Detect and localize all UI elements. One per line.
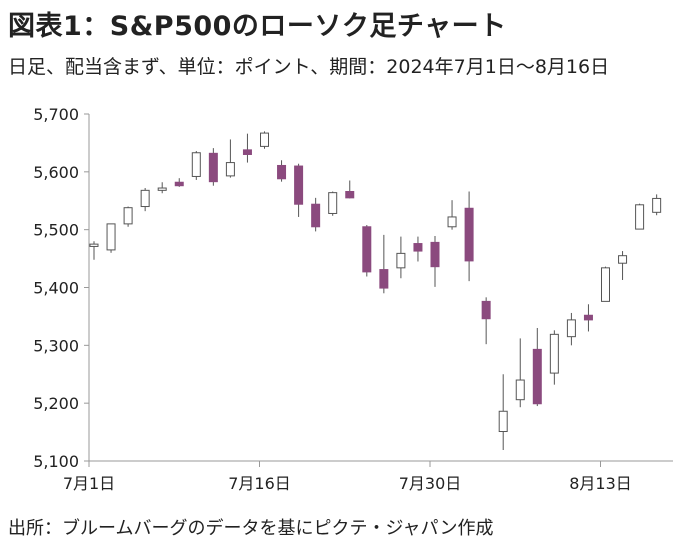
y-tick-label: 5,600 bbox=[33, 163, 79, 182]
y-tick-label: 5,500 bbox=[33, 221, 79, 240]
candle bbox=[242, 133, 252, 163]
candle bbox=[345, 180, 355, 199]
candle bbox=[464, 191, 474, 282]
candle-body-up bbox=[618, 255, 628, 264]
candle bbox=[89, 241, 99, 260]
y-tick-label: 5,300 bbox=[33, 336, 79, 355]
candle bbox=[652, 194, 662, 216]
candle-body-up bbox=[601, 267, 610, 302]
candle-body-down bbox=[532, 348, 542, 405]
candle bbox=[583, 304, 593, 332]
chart-title: 図表1：S&P500のローソク足チャート bbox=[8, 11, 507, 42]
candle bbox=[362, 225, 372, 277]
y-tick-label: 5,400 bbox=[33, 279, 79, 298]
candle-body-up bbox=[566, 319, 576, 338]
x-axis: 7月1日 7月16日 7月30日 8月13日 bbox=[63, 460, 673, 493]
candle-body-up bbox=[191, 152, 201, 177]
candle bbox=[601, 266, 610, 302]
candle-body-down bbox=[208, 152, 218, 183]
y-tick-label: 5,700 bbox=[33, 105, 79, 124]
y-tick-label: 5,200 bbox=[33, 394, 79, 413]
source-note: 出所：ブルームバーグのデータを基にピクテ・ジャパン作成 bbox=[8, 518, 494, 539]
candle bbox=[618, 251, 628, 280]
candle-body-up bbox=[89, 243, 99, 247]
candle-body-up bbox=[447, 216, 457, 228]
x-tick-label: 7月30日 bbox=[399, 474, 462, 493]
candle bbox=[260, 131, 269, 149]
candle-body-up bbox=[515, 379, 525, 401]
candle bbox=[635, 203, 645, 230]
candle-body-down bbox=[583, 314, 593, 321]
candle bbox=[549, 330, 559, 385]
candle-body-up bbox=[260, 132, 269, 147]
candle bbox=[328, 191, 338, 216]
candle bbox=[430, 236, 440, 287]
candle-body-down bbox=[481, 300, 491, 320]
candle bbox=[140, 188, 150, 212]
candle-body-up bbox=[498, 410, 508, 433]
candle-body-down bbox=[430, 241, 440, 268]
candle-body-up bbox=[106, 223, 116, 251]
candle-body-up bbox=[328, 192, 338, 214]
candle bbox=[447, 200, 457, 230]
candle bbox=[123, 206, 133, 227]
candle-body-down bbox=[345, 190, 355, 199]
candle-body-up bbox=[396, 252, 406, 269]
candle-body-down bbox=[464, 207, 474, 262]
candle bbox=[106, 223, 116, 253]
candle bbox=[174, 178, 184, 187]
candle-body-up bbox=[635, 204, 645, 230]
y-axis: 5,100 5,200 5,300 5,400 5,500 5,600 5,700 bbox=[33, 105, 90, 471]
candle bbox=[481, 297, 491, 345]
x-tick-label: 8月13日 bbox=[569, 474, 632, 493]
candle bbox=[208, 148, 218, 186]
candle bbox=[294, 163, 304, 217]
candle-body-down bbox=[413, 243, 423, 252]
candle-body-down bbox=[294, 165, 304, 205]
candle-body-up bbox=[549, 333, 559, 374]
candle bbox=[157, 182, 167, 194]
candle-body-down bbox=[379, 269, 389, 289]
candle bbox=[566, 312, 576, 346]
candle bbox=[225, 139, 235, 178]
x-tick-label: 7月16日 bbox=[228, 474, 291, 493]
candle bbox=[498, 374, 508, 451]
candle-body-down bbox=[277, 164, 287, 180]
candle-body-up bbox=[140, 189, 150, 208]
candle bbox=[191, 151, 201, 180]
chart-subtitle: 日足、配当含まず、単位：ポイント、期間：2024年7月1日～8月16日 bbox=[8, 56, 610, 78]
candle bbox=[379, 234, 389, 294]
candle-body-down bbox=[362, 226, 372, 273]
candles bbox=[89, 131, 662, 451]
candle bbox=[532, 327, 542, 407]
candle-body-up bbox=[157, 187, 167, 191]
candle-body-up bbox=[123, 207, 133, 225]
candle bbox=[413, 236, 423, 262]
candle bbox=[311, 197, 321, 232]
candle-body-up bbox=[652, 197, 662, 213]
candle bbox=[277, 160, 287, 182]
x-tick-label: 7月1日 bbox=[63, 474, 115, 493]
candle bbox=[396, 236, 406, 279]
candle bbox=[515, 338, 525, 408]
y-tick-label: 5,100 bbox=[33, 452, 79, 471]
candle-body-up bbox=[225, 162, 235, 177]
candle-body-down bbox=[174, 181, 184, 187]
candle-body-down bbox=[311, 203, 321, 228]
candle-body-down bbox=[242, 149, 252, 155]
